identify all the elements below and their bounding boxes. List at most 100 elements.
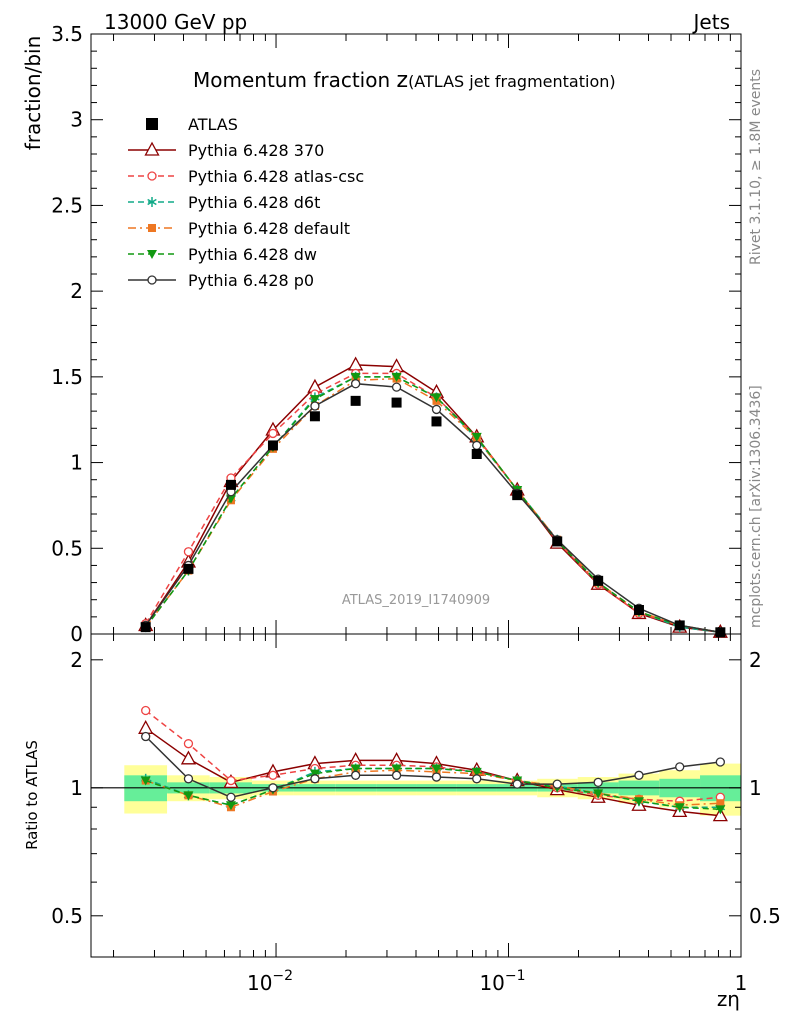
atlas-data-point xyxy=(471,449,482,459)
atlas-data-point xyxy=(633,605,644,615)
legend: ATLAS Pythia 6.428 370 Pythia 6.428 atlas-… xyxy=(128,115,364,290)
x-tick-base: 1 xyxy=(735,971,748,995)
atlas-data-point xyxy=(674,620,685,631)
ratio-series-point xyxy=(226,792,236,802)
ratio-series-point xyxy=(712,807,728,822)
y-tick-label-ratio: 0.5 xyxy=(51,904,83,928)
ratio-series-line xyxy=(145,709,721,802)
ratio-series-point xyxy=(472,774,482,784)
main-axes: 0 0.5 1 1.5 2 2.5 3 3.5 xyxy=(51,22,742,646)
main-panel: 0 0.5 1 1.5 2 2.5 3 3.5 Momentum fraction z(ATL… xyxy=(21,22,742,646)
main-series-point xyxy=(471,432,482,442)
legend-label: Pythia 6.428 dw xyxy=(188,245,317,264)
legend-marker xyxy=(147,171,157,181)
plot-title-sub: (ATLAS jet fragmentation) xyxy=(408,72,616,91)
atlas-data xyxy=(140,395,726,638)
ratio-series xyxy=(138,705,728,822)
legend-label: Pythia 6.428 atlas-csc xyxy=(188,167,364,186)
legend-entry-2: Pythia 6.428 d6t xyxy=(128,193,320,212)
legend-marker xyxy=(147,250,157,259)
ratio-series-point xyxy=(350,770,361,780)
ratio-series-point xyxy=(431,772,442,782)
y-axis-label-ratio: Ratio to ATLAS xyxy=(23,740,41,850)
x-tick-base: 10 xyxy=(247,971,272,995)
main-series-point xyxy=(309,395,320,405)
legend-marker xyxy=(144,141,160,156)
legend-label: ATLAS xyxy=(188,115,238,134)
rivet-info: Rivet 3.1.10, ≥ 1.8M events xyxy=(748,69,764,265)
ratio-series-point xyxy=(226,775,236,786)
y-tick-label-ratio: 2 xyxy=(70,648,83,672)
x-tick-exponent: −1 xyxy=(505,968,526,984)
main-series-point xyxy=(391,382,402,392)
atlas-data-point xyxy=(552,536,563,547)
y-tick-label-main: 0 xyxy=(70,622,83,646)
ratio-series-point xyxy=(225,801,236,811)
main-series-point xyxy=(183,547,194,557)
legend-label: Pythia 6.428 p0 xyxy=(188,271,314,290)
x-tick-exponent: −2 xyxy=(272,968,293,984)
ratio-series-point xyxy=(183,791,194,801)
y-tick-label-main: 2.5 xyxy=(51,193,83,217)
ratio-series-point xyxy=(593,789,604,799)
ratio-series-point xyxy=(512,779,522,789)
x-tick-label: 1 xyxy=(735,971,748,995)
ratio-series-point xyxy=(593,777,603,787)
y-tick-label-ratio: 1 xyxy=(70,776,83,800)
ratio-series-point xyxy=(141,731,151,742)
ratio-series-point xyxy=(716,799,725,808)
ratio-series-point xyxy=(675,762,685,772)
atlas-data-point xyxy=(309,411,320,422)
main-series-point xyxy=(431,393,442,403)
plot-title: Momentum fraction z(ATLAS jet fragmentat… xyxy=(193,68,616,93)
plot-title-main: Momentum fraction xyxy=(193,68,397,92)
y-tick-label-ratio-right: 1 xyxy=(749,776,762,800)
process-label: Jets xyxy=(692,10,730,34)
plot-title-variable: z xyxy=(397,68,409,93)
atlas-data-point xyxy=(431,416,442,427)
ratio-series-5 xyxy=(141,731,725,802)
legend-label: Pythia 6.428 370 xyxy=(188,141,324,160)
ratio-series-point xyxy=(140,776,151,786)
atlas-data-point xyxy=(715,627,726,638)
legend-marker xyxy=(148,224,156,232)
ratio-series-point xyxy=(471,767,482,777)
legend-marker xyxy=(147,197,157,207)
atlas-data-point xyxy=(391,397,402,408)
ratio-series-point xyxy=(391,764,402,774)
analysis-watermark: ATLAS_2019_I1740909 xyxy=(342,593,490,608)
ratio-series-point xyxy=(552,779,562,789)
y-tick-label-main: 2 xyxy=(70,279,83,303)
atlas-data-point xyxy=(225,479,236,490)
main-series-point xyxy=(348,356,364,371)
main-series-point xyxy=(350,372,361,382)
atlas-data-point xyxy=(593,575,604,586)
y-tick-label-main: 3 xyxy=(70,108,83,132)
x-tick-label: 10−2 xyxy=(247,968,293,995)
ratio-series-point xyxy=(310,774,320,784)
main-series-point xyxy=(310,401,320,411)
x-tick-base: 10 xyxy=(479,971,504,995)
ratio-series-point xyxy=(309,769,320,779)
legend-label: Pythia 6.428 d6t xyxy=(188,193,320,212)
legend-entry-4: Pythia 6.428 dw xyxy=(128,245,317,264)
ratio-series-point xyxy=(634,770,644,780)
ratio-series-point xyxy=(674,803,685,813)
ratio-series-point xyxy=(268,770,278,780)
legend-entry-3: Pythia 6.428 default xyxy=(128,219,350,238)
x-axis: 10−2 10−1 1 xyxy=(247,968,747,995)
y-tick-label-main: 0.5 xyxy=(51,536,83,560)
y-tick-label-main: 3.5 xyxy=(51,22,83,46)
energy-label: 13000 GeV pp xyxy=(104,10,247,34)
ratio-series-point xyxy=(141,705,151,716)
ratio-panel: 0.5 0.5 1 1 2 2 Ratio to ATLAS xyxy=(23,633,781,958)
ratio-series-point xyxy=(138,719,154,734)
ratio-series-point xyxy=(350,764,361,774)
atlas-data-point xyxy=(350,395,361,406)
atlas-data-point xyxy=(183,563,194,574)
ratio-series-point xyxy=(268,783,278,793)
main-series xyxy=(138,356,728,638)
ratio-series-point xyxy=(180,750,197,765)
y-tick-label-main: 1 xyxy=(70,451,83,475)
